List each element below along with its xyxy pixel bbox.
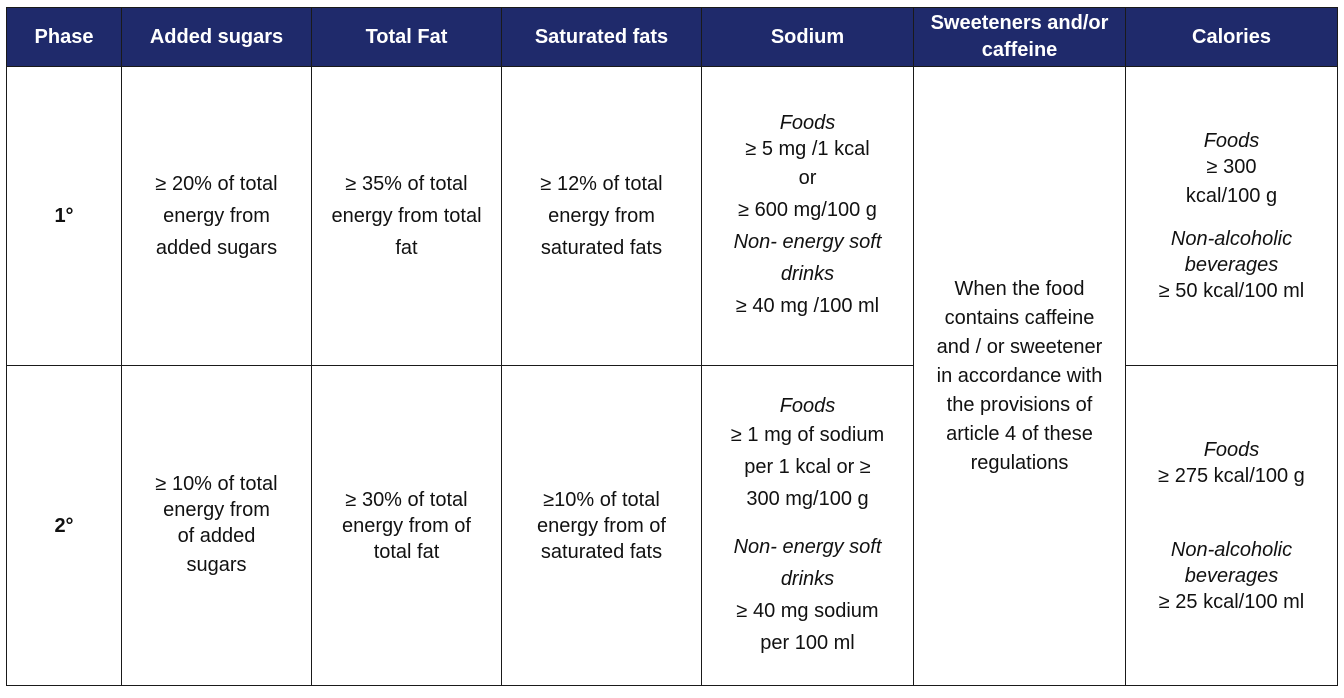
phase-cell: 1° [6, 66, 122, 367]
cell-line: energy from [163, 498, 270, 521]
cell-line: contains caffeine [944, 306, 1095, 329]
header-phase: Phase [6, 6, 122, 68]
cell-line: in accordance with [936, 364, 1103, 387]
cell-line: energy from [163, 205, 270, 228]
calories-bev-label: beverages [1184, 564, 1279, 587]
sodium-cell: Foods ≥ 1 mg of sodium per 1 kcal or ≥ 3… [701, 365, 914, 686]
cell-line: ≥ 600 mg/100 g [738, 199, 877, 222]
cell-line: regulations [970, 451, 1069, 474]
cell-line: or [798, 167, 817, 190]
calories-bev-label: beverages [1184, 254, 1279, 277]
total-fat-cell: ≥ 35% of total energy from total fat [311, 66, 502, 367]
header-added-sugars: Added sugars [121, 6, 312, 68]
calories-cell: Foods ≥ 300 kcal/100 g Non-alcoholic bev… [1125, 66, 1338, 367]
cell-line: ≥ 300 [1206, 156, 1257, 179]
total-fat-cell: ≥ 30% of total energy from of total fat [311, 365, 502, 686]
sodium-cell: Foods ≥ 5 mg /1 kcal or ≥ 600 mg/100 g N… [701, 66, 914, 367]
cell-line: the provisions of [946, 393, 1093, 416]
sodium-foods-label: Foods [779, 112, 836, 135]
cell-line: ≥10% of total [543, 488, 660, 511]
cell-line: ≥ 20% of total [155, 173, 278, 196]
saturated-fats-cell: ≥ 12% of total energy from saturated fat… [501, 66, 702, 367]
cell-line: of added [177, 524, 256, 547]
cell-line: saturated fats [540, 540, 663, 563]
cell-line: ≥ 50 kcal/100 ml [1158, 280, 1305, 303]
table-row: 2° ≥ 10% of total energy from of added s… [6, 365, 1338, 686]
cell-line: energy from total [331, 205, 482, 228]
cell-line: fat [395, 237, 418, 260]
header-calories: Calories [1125, 6, 1338, 68]
cell-line: saturated fats [540, 237, 663, 260]
spacer [702, 515, 913, 531]
header-row: Phase Added sugars Total Fat Saturated f… [6, 6, 1338, 68]
calories-foods-label: Foods [1203, 130, 1260, 153]
sodium-drinks-label: Non- energy soft [733, 535, 882, 558]
cell-line: sugars [186, 553, 247, 576]
calories-bev-label: Non-alcoholic [1170, 538, 1293, 561]
added-sugars-cell: ≥ 20% of total energy from added sugars [121, 66, 312, 367]
cell-line: ≥ 10% of total [155, 472, 278, 495]
cell-line: added sugars [155, 237, 278, 260]
table-row: 1° ≥ 20% of total energy from added suga… [6, 66, 1338, 686]
saturated-fats-cell: ≥10% of total energy from of saturated f… [501, 365, 702, 686]
cell-line: article 4 of these [946, 422, 1093, 445]
sodium-foods-label: Foods [779, 394, 836, 417]
header-sodium: Sodium [701, 6, 914, 68]
cell-line: ≥ 1 mg of sodium [730, 423, 885, 446]
spacer [1126, 489, 1337, 537]
header-total-fat: Total Fat [311, 6, 502, 68]
cell-line: total fat [373, 540, 440, 563]
header-sweeteners-line2: and/or caffeine [981, 12, 1109, 62]
spacer [1126, 212, 1337, 226]
calories-cell: Foods ≥ 275 kcal/100 g Non-alcoholic bev… [1125, 365, 1338, 686]
cell-line: ≥ 275 kcal/100 g [1158, 464, 1305, 487]
cell-line: ≥ 40 mg sodium [736, 599, 879, 622]
sodium-drinks-label: drinks [780, 263, 835, 286]
cell-line: When the food [954, 277, 1085, 300]
header-saturated-fats: Saturated fats [501, 6, 702, 68]
cell-line: ≥ 35% of total [345, 173, 468, 196]
phase-cell: 2° [6, 365, 122, 686]
sweeteners-cell: When the food contains caffeine and / or… [913, 66, 1126, 686]
header-sweeteners: Sweeteners and/or caffeine [913, 6, 1126, 68]
criteria-table: Phase Added sugars Total Fat Saturated f… [6, 6, 1338, 686]
sodium-drinks-label: Non- energy soft [733, 231, 882, 254]
cell-line: energy from of [537, 514, 666, 537]
cell-line: per 1 kcal or ≥ [744, 455, 871, 478]
cell-line: ≥ 40 mg /100 ml [735, 295, 880, 318]
cell-line: energy from of [342, 514, 471, 537]
cell-line: ≥ 25 kcal/100 ml [1158, 590, 1305, 613]
cell-line: ≥ 5 mg /1 kcal [745, 138, 870, 161]
cell-line: energy from [548, 205, 655, 228]
added-sugars-cell: ≥ 10% of total energy from of added suga… [121, 365, 312, 686]
calories-foods-label: Foods [1203, 438, 1260, 461]
sodium-drinks-label: drinks [780, 567, 835, 590]
cell-line: kcal/100 g [1185, 185, 1278, 208]
cell-line: ≥ 30% of total [345, 488, 468, 511]
header-sweeteners-line1: Sweeteners [930, 12, 1042, 35]
calories-bev-label: Non-alcoholic [1170, 228, 1293, 251]
cell-line: ≥ 12% of total [540, 173, 663, 196]
cell-line: 300 mg/100 g [746, 487, 869, 510]
cell-line: per 100 ml [760, 631, 855, 654]
cell-line: and / or sweetener [936, 335, 1103, 358]
